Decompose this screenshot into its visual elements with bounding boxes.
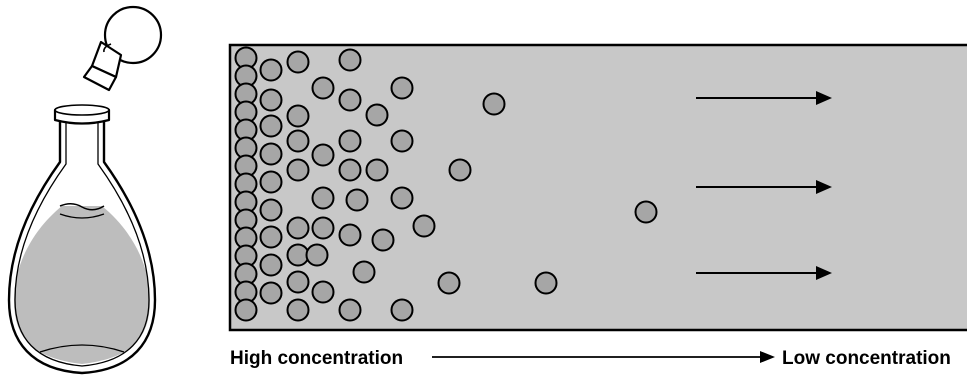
particle bbox=[345, 188, 369, 212]
particle bbox=[259, 58, 283, 82]
particle bbox=[448, 158, 472, 182]
particle bbox=[390, 76, 414, 100]
particle bbox=[338, 88, 362, 112]
particle bbox=[338, 48, 362, 72]
particle bbox=[286, 158, 310, 182]
particle bbox=[390, 298, 414, 322]
stopper-icon bbox=[82, 5, 163, 92]
right-arrow-icon bbox=[696, 180, 832, 194]
right-arrow-icon bbox=[696, 266, 832, 280]
particle-group bbox=[234, 46, 658, 322]
particle bbox=[259, 142, 283, 166]
particle bbox=[365, 158, 389, 182]
particle bbox=[338, 223, 362, 247]
particle bbox=[286, 298, 310, 322]
concentration-arrow bbox=[432, 351, 775, 363]
particle bbox=[352, 260, 376, 284]
particle bbox=[259, 170, 283, 194]
flask-icon bbox=[7, 104, 157, 375]
diffusion-container bbox=[228, 43, 967, 332]
low-concentration-label: Low concentration bbox=[782, 348, 951, 369]
particle bbox=[234, 298, 258, 322]
particle bbox=[259, 225, 283, 249]
particle bbox=[259, 253, 283, 277]
particle bbox=[311, 76, 335, 100]
particle bbox=[338, 298, 362, 322]
particle bbox=[259, 114, 283, 138]
particle bbox=[534, 271, 558, 295]
particle bbox=[286, 104, 310, 128]
particle bbox=[259, 88, 283, 112]
particle bbox=[390, 186, 414, 210]
particle bbox=[437, 271, 461, 295]
particle bbox=[286, 216, 310, 240]
particle bbox=[259, 198, 283, 222]
particle bbox=[311, 216, 335, 240]
particle bbox=[634, 200, 658, 224]
particle bbox=[286, 243, 310, 267]
particle bbox=[311, 186, 335, 210]
particle bbox=[338, 129, 362, 153]
particle bbox=[259, 281, 283, 305]
particle bbox=[286, 129, 310, 153]
particle bbox=[371, 228, 395, 252]
particle bbox=[390, 129, 414, 153]
particle bbox=[482, 92, 506, 116]
particle bbox=[365, 103, 389, 127]
particle bbox=[305, 243, 329, 267]
particle bbox=[311, 280, 335, 304]
particle bbox=[311, 143, 335, 167]
particle bbox=[286, 50, 310, 74]
particle bbox=[286, 270, 310, 294]
high-concentration-label: High concentration bbox=[230, 348, 403, 369]
particle bbox=[338, 158, 362, 182]
particle bbox=[412, 214, 436, 238]
right-arrow-icon bbox=[696, 91, 832, 105]
